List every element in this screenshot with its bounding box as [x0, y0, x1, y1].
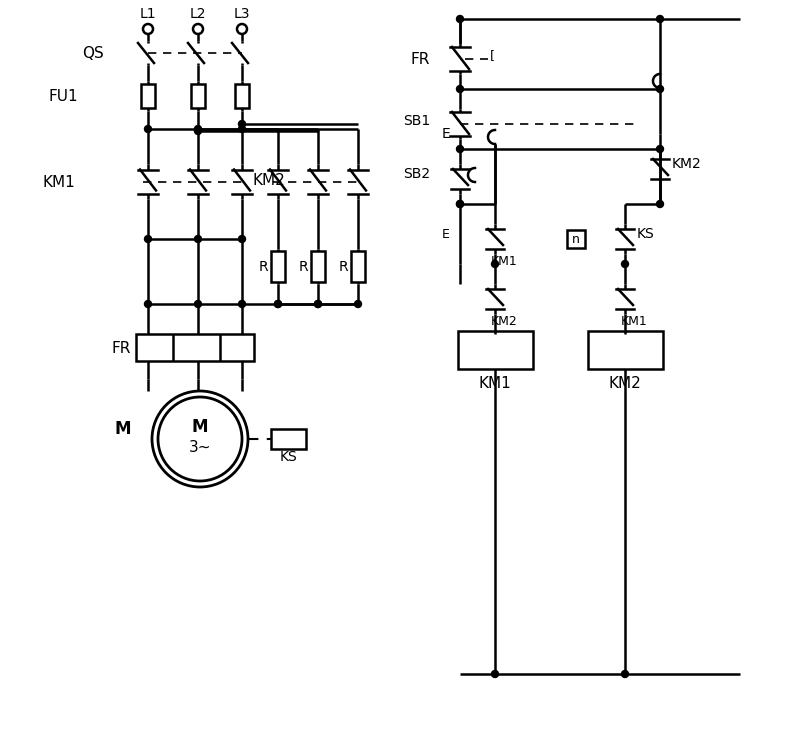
Circle shape — [195, 236, 201, 242]
Text: KM2: KM2 — [252, 172, 285, 188]
Circle shape — [238, 236, 246, 242]
Circle shape — [456, 86, 463, 92]
Text: KM2: KM2 — [672, 157, 702, 171]
Circle shape — [195, 128, 201, 134]
Circle shape — [657, 146, 664, 152]
Text: KM2: KM2 — [608, 375, 642, 390]
Bar — [567, 230, 585, 248]
Circle shape — [622, 670, 629, 678]
Text: R: R — [258, 260, 268, 274]
Text: KM1: KM1 — [621, 315, 648, 327]
Bar — [141, 84, 155, 108]
Text: KM1: KM1 — [42, 174, 75, 189]
Bar — [351, 251, 365, 282]
Circle shape — [195, 301, 201, 307]
Text: FU1: FU1 — [48, 89, 78, 103]
Circle shape — [456, 200, 463, 208]
Bar — [191, 84, 205, 108]
Bar — [311, 251, 325, 282]
Text: FR: FR — [112, 341, 131, 355]
Circle shape — [657, 16, 664, 22]
Text: 3~: 3~ — [188, 440, 211, 454]
Text: KM1: KM1 — [491, 254, 518, 268]
Circle shape — [622, 261, 629, 268]
Circle shape — [275, 301, 281, 307]
Circle shape — [355, 301, 361, 307]
Text: M: M — [192, 418, 208, 436]
Text: [: [ — [490, 50, 495, 63]
Circle shape — [195, 126, 201, 132]
Text: KS: KS — [279, 450, 297, 464]
Text: R: R — [299, 260, 308, 274]
Text: E: E — [441, 127, 450, 141]
Circle shape — [492, 670, 498, 678]
Circle shape — [492, 261, 498, 268]
Text: QS: QS — [82, 46, 104, 61]
Circle shape — [456, 16, 463, 22]
Text: L2: L2 — [190, 7, 206, 21]
Text: M: M — [115, 420, 131, 438]
Circle shape — [238, 301, 246, 307]
Text: L3: L3 — [234, 7, 250, 21]
Circle shape — [144, 126, 151, 132]
Circle shape — [275, 301, 281, 307]
Bar — [235, 84, 249, 108]
Circle shape — [238, 126, 246, 132]
Circle shape — [456, 200, 463, 208]
Text: KS: KS — [637, 227, 655, 241]
Text: FR: FR — [410, 52, 430, 67]
Circle shape — [456, 146, 463, 152]
Text: n: n — [572, 233, 580, 245]
Circle shape — [314, 301, 322, 307]
Circle shape — [144, 236, 151, 242]
Bar — [458, 331, 533, 369]
Circle shape — [657, 200, 664, 208]
Text: E: E — [442, 228, 450, 240]
Text: KM2: KM2 — [491, 315, 518, 327]
Text: R: R — [338, 260, 348, 274]
Circle shape — [238, 120, 246, 128]
Bar — [271, 251, 285, 282]
Text: SB1: SB1 — [403, 114, 430, 128]
Text: KM1: KM1 — [478, 375, 512, 390]
Bar — [136, 334, 254, 361]
Bar — [271, 429, 306, 449]
Circle shape — [314, 301, 322, 307]
Text: SB2: SB2 — [403, 167, 430, 181]
Text: L1: L1 — [139, 7, 156, 21]
Circle shape — [657, 86, 664, 92]
Circle shape — [144, 301, 151, 307]
Bar — [588, 331, 663, 369]
